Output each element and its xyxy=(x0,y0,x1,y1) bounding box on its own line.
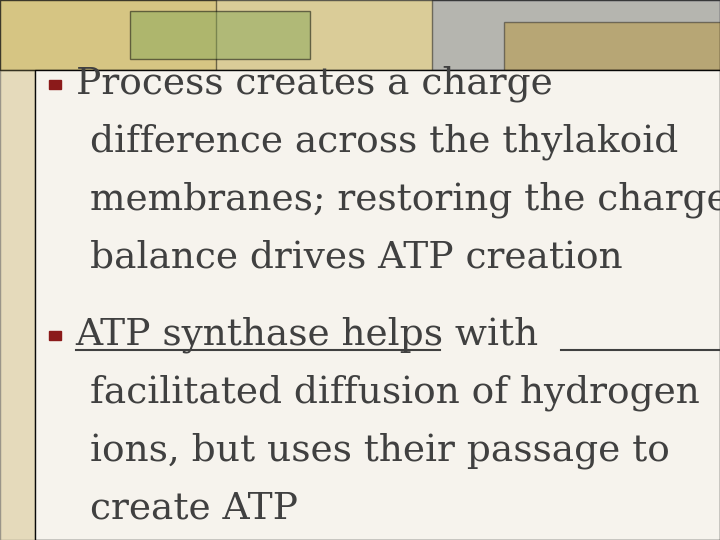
FancyBboxPatch shape xyxy=(35,70,720,540)
Text: create ATP: create ATP xyxy=(90,490,298,526)
FancyBboxPatch shape xyxy=(0,0,216,70)
Text: ions, but uses their passage to: ions, but uses their passage to xyxy=(90,433,670,469)
Text: Process creates a charge: Process creates a charge xyxy=(76,65,552,102)
Text: membranes; restoring the charge: membranes; restoring the charge xyxy=(90,181,720,218)
FancyBboxPatch shape xyxy=(0,70,35,540)
Text: ATP synthase helps with: ATP synthase helps with xyxy=(76,317,539,353)
FancyBboxPatch shape xyxy=(0,0,720,70)
Text: facilitated diffusion of hydrogen: facilitated diffusion of hydrogen xyxy=(90,375,700,411)
Text: balance drives ATP creation: balance drives ATP creation xyxy=(90,239,623,275)
FancyBboxPatch shape xyxy=(130,11,310,59)
Text: difference across the thylakoid: difference across the thylakoid xyxy=(90,123,678,160)
FancyBboxPatch shape xyxy=(504,22,720,70)
Bar xyxy=(49,80,61,89)
FancyBboxPatch shape xyxy=(432,0,720,70)
Bar xyxy=(49,331,61,340)
